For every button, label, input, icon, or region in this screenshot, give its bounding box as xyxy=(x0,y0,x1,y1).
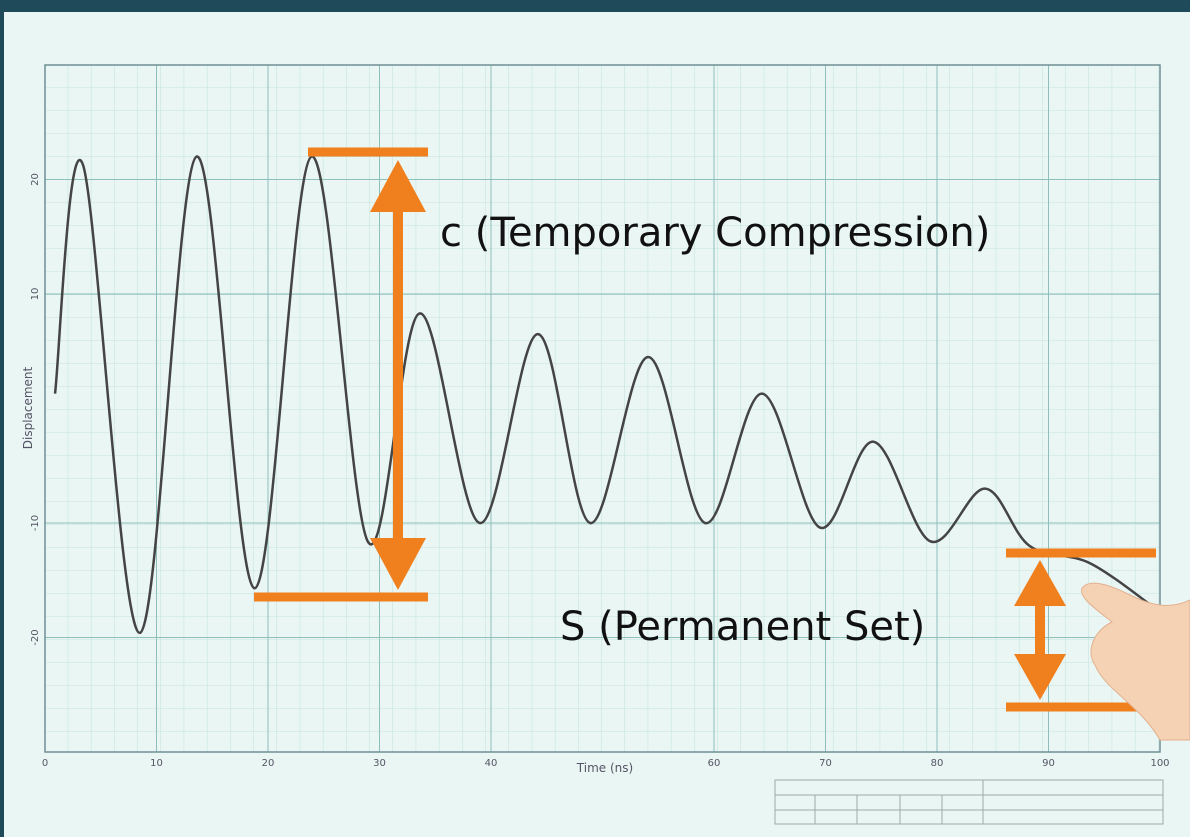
x-tick-label: 100 xyxy=(1150,758,1169,769)
x-axis-title: Time (ns) xyxy=(576,761,633,775)
y-tick-label: -10 xyxy=(30,515,41,531)
x-tick-label: 80 xyxy=(931,758,944,769)
y-tick-label: 20 xyxy=(30,173,41,186)
y-tick-label: 10 xyxy=(30,288,41,301)
chart: c (Temporary Compression) S (Permanent S… xyxy=(0,0,1190,837)
x-tick-label: 10 xyxy=(150,758,163,769)
x-tick-label: 60 xyxy=(708,758,721,769)
annotation: S (Permanent Set) xyxy=(560,604,925,650)
x-tick-label: 0 xyxy=(42,758,48,769)
y-axis-title: Displacement xyxy=(21,366,35,449)
x-tick-label: 70 xyxy=(819,758,832,769)
x-tick-label: 30 xyxy=(373,758,386,769)
x-tick-label: 40 xyxy=(485,758,498,769)
x-tick-label: 90 xyxy=(1042,758,1055,769)
y-tick-label: -20 xyxy=(30,629,41,645)
x-tick-label: 20 xyxy=(262,758,275,769)
annotation: c (Temporary Compression) xyxy=(440,210,990,256)
